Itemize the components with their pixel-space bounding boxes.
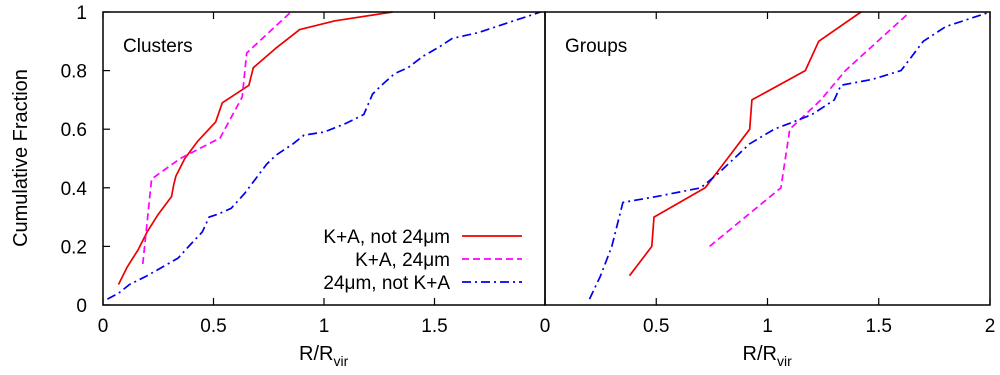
- x-tick-label: 1: [762, 316, 773, 337]
- x-tick-label: 1: [319, 316, 330, 337]
- x-tick-label: 1.5: [866, 316, 892, 337]
- clusters-panel-title: Clusters: [123, 36, 193, 57]
- legend-label: 24μm, not K+A: [323, 273, 450, 294]
- x-tick-label: 0.5: [200, 316, 226, 337]
- y-tick-label: 0.8: [61, 62, 87, 83]
- x-tick-label: 0: [98, 316, 109, 337]
- series-line: [117, 11, 393, 285]
- x-tick-label: 0.5: [643, 316, 669, 337]
- y-axis-label: Cumulative Fraction: [10, 69, 32, 247]
- clusters-series: [107, 11, 541, 300]
- groups-ticks: 0 0.5 1 1.5 2: [540, 12, 996, 337]
- y-tick-label: 1: [76, 3, 87, 24]
- clusters-x-axis-label-main: R/R: [299, 343, 333, 365]
- series-line: [141, 11, 292, 265]
- groups-series: [588, 11, 991, 300]
- groups-x-axis-label-main: R/R: [743, 343, 777, 365]
- x-tick-label: 0: [540, 316, 551, 337]
- groups-plot-frame: [544, 11, 991, 306]
- series-line: [709, 11, 911, 248]
- clusters-x-axis-label-sub: vir: [333, 353, 348, 369]
- x-tick-label: 1.5: [421, 316, 447, 337]
- groups-x-axis-label: R/Rvir: [743, 343, 793, 369]
- x-tick-label: 2: [985, 316, 996, 337]
- clusters-x-axis-label: R/Rvir: [299, 343, 349, 369]
- legend-label: K+A, 24μm: [355, 250, 450, 271]
- y-tick-label: 0.6: [61, 120, 87, 141]
- clusters-ticks: 0 0.5 1 1.5 0 0.2 0.4 0.6 0.8 1: [61, 3, 448, 337]
- groups-panel-title: Groups: [565, 36, 627, 57]
- series-line: [107, 11, 541, 300]
- y-tick-label: 0: [76, 296, 87, 317]
- y-tick-label: 0.4: [61, 179, 88, 200]
- groups-panel: Groups 0 0.5 1 1.5 2 R/Rvir: [540, 11, 996, 369]
- groups-x-axis-label-sub: vir: [777, 353, 792, 369]
- y-tick-label: 0.2: [61, 237, 87, 258]
- series-line: [588, 11, 991, 300]
- clusters-panel: Clusters 0 0.5 1 1.5 0 0.2 0.4 0.6 0.8 1 K+A, not…: [10, 3, 546, 369]
- legend-label: K+A, not 24μm: [323, 227, 450, 248]
- series-line: [628, 11, 862, 277]
